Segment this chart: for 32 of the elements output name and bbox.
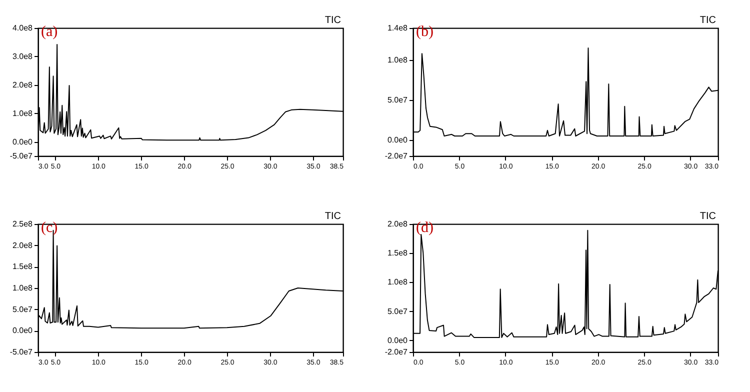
chart-title: (c) [41, 220, 58, 236]
y-tick-label: 1.4e8 [387, 24, 408, 32]
chart-title: (b) [416, 24, 434, 40]
text: TIC [324, 15, 341, 26]
y-tick-label: 5.0e7 [12, 304, 34, 314]
y-tick-label: 1.0e8 [12, 108, 34, 118]
text: TIC [324, 211, 341, 222]
y-tick-label: 2.0e8 [12, 240, 34, 250]
y-tick-label: 1.5e8 [387, 248, 408, 258]
y-tick-label: 4.0e8 [12, 24, 34, 32]
y-tick-label: 1.0e8 [387, 56, 408, 64]
text: TIC [700, 211, 716, 222]
text: TIC [700, 15, 716, 26]
y-tick-label: -2.0e7 [384, 348, 408, 356]
y-tick-label: 2.0e8 [12, 80, 34, 90]
y-tick-label: 5.0e7 [387, 306, 408, 316]
y-tick-label: 3.0e8 [12, 52, 34, 61]
y-tick-label: 1.5e8 [12, 262, 34, 272]
chart-title: (a) [41, 24, 58, 40]
chart-title: (d) [416, 220, 434, 236]
y-tick-label: -5.0e7 [10, 152, 34, 160]
y-tick-label: 0.0e0 [387, 136, 408, 144]
y-tick-label: 0.0e0 [12, 137, 34, 146]
y-tick-label: 2.5e8 [12, 220, 34, 228]
y-tick-label: -5.0e7 [10, 348, 34, 356]
y-tick-label: 2.0e8 [387, 220, 408, 228]
y-tick-label: -2.0e7 [384, 152, 408, 160]
y-tick-label: 0.0e0 [12, 326, 34, 336]
y-tick-label: 1.0e8 [12, 284, 34, 292]
y-tick-label: 1.0e8 [387, 278, 408, 287]
y-tick-label: 0.0e0 [387, 336, 408, 345]
y-tick-label: 5.0e7 [387, 96, 408, 104]
